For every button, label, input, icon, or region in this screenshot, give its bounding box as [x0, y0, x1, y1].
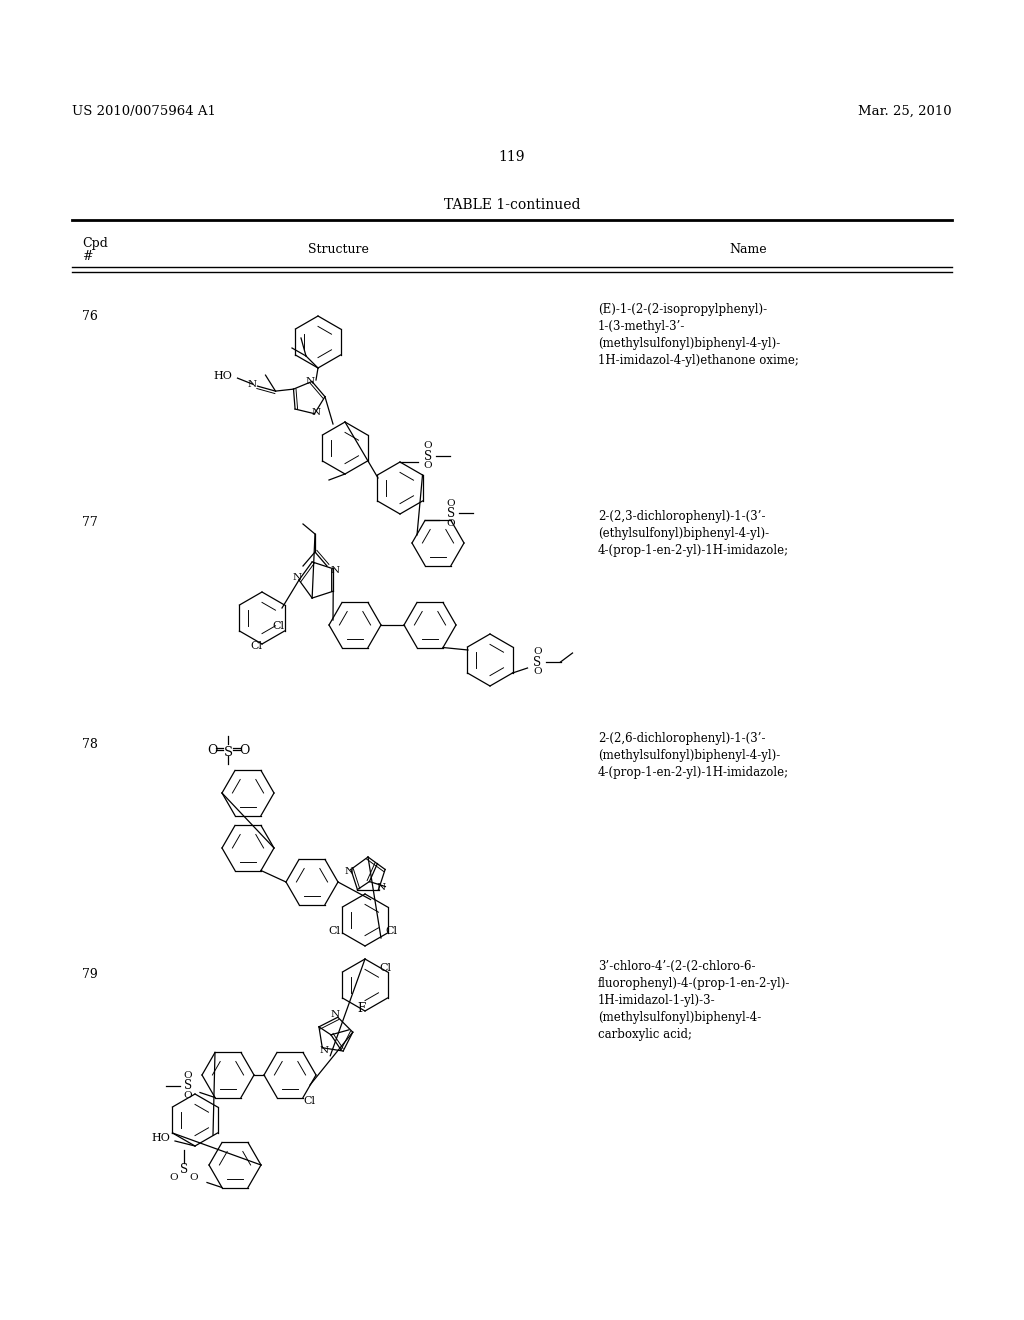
Text: Cl: Cl [303, 1096, 315, 1106]
Text: HO: HO [213, 371, 232, 381]
Text: 2-(2,6-dichlorophenyl)-1-(3’-
(methylsulfonyl)biphenyl-4-yl)-
4-(prop-1-en-2-yl): 2-(2,6-dichlorophenyl)-1-(3’- (methylsul… [598, 733, 790, 779]
Text: 2-(2,3-dichlorophenyl)-1-(3’-
(ethylsulfonyl)biphenyl-4-yl)-
4-(prop-1-en-2-yl)-: 2-(2,3-dichlorophenyl)-1-(3’- (ethylsulf… [598, 510, 790, 557]
Text: O: O [534, 648, 542, 656]
Text: O: O [189, 1173, 199, 1181]
Text: N: N [331, 1010, 339, 1019]
Text: N: N [331, 566, 340, 576]
Text: Name: Name [729, 243, 767, 256]
Text: 77: 77 [82, 516, 97, 529]
Text: F: F [357, 1002, 366, 1015]
Text: Cl: Cl [250, 642, 262, 651]
Text: O: O [239, 743, 249, 756]
Text: Structure: Structure [307, 243, 369, 256]
Text: HO: HO [152, 1133, 170, 1143]
Text: Cl: Cl [380, 964, 391, 973]
Text: S: S [223, 746, 232, 759]
Text: Cl: Cl [385, 927, 397, 936]
Text: O: O [446, 499, 456, 508]
Text: N: N [344, 867, 353, 876]
Text: 3’-chloro-4’-(2-(2-chloro-6-
fluorophenyl)-4-(prop-1-en-2-yl)-
1H-imidazol-1-yl): 3’-chloro-4’-(2-(2-chloro-6- fluoropheny… [598, 960, 791, 1041]
Text: 78: 78 [82, 738, 98, 751]
Text: N: N [376, 883, 385, 892]
Text: S: S [184, 1078, 193, 1092]
Text: O: O [446, 519, 456, 528]
Text: O: O [424, 462, 432, 470]
Text: N: N [305, 378, 314, 385]
Text: N: N [248, 380, 257, 388]
Text: O: O [424, 441, 432, 450]
Text: Cpd: Cpd [82, 238, 108, 249]
Text: (E)-1-(2-(2-isopropylphenyl)-
1-(3-methyl-3’-
(methylsulfonyl)biphenyl-4-yl)-
1H: (E)-1-(2-(2-isopropylphenyl)- 1-(3-methy… [598, 304, 799, 367]
Text: S: S [424, 450, 432, 462]
Text: US 2010/0075964 A1: US 2010/0075964 A1 [72, 106, 216, 117]
Text: O: O [183, 1071, 193, 1080]
Text: 79: 79 [82, 968, 97, 981]
Text: 119: 119 [499, 150, 525, 164]
Text: S: S [534, 656, 542, 668]
Text: O: O [183, 1092, 193, 1100]
Text: O: O [534, 668, 542, 676]
Text: O: O [170, 1173, 178, 1181]
Text: Mar. 25, 2010: Mar. 25, 2010 [858, 106, 952, 117]
Text: TABLE 1-continued: TABLE 1-continued [443, 198, 581, 213]
Text: Cl: Cl [272, 620, 285, 631]
Text: Cl: Cl [329, 927, 341, 936]
Text: S: S [180, 1163, 188, 1176]
Text: N: N [312, 408, 322, 417]
Text: N: N [293, 573, 301, 582]
Text: O: O [207, 743, 217, 756]
Text: S: S [446, 507, 455, 520]
Text: #: # [82, 249, 92, 263]
Text: N: N [319, 1047, 329, 1055]
Text: 76: 76 [82, 310, 98, 323]
